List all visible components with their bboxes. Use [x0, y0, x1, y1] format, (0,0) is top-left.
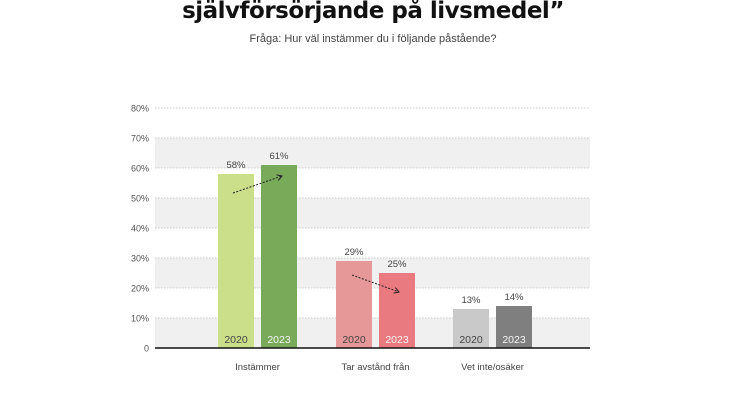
- bar-2023: [379, 273, 415, 348]
- bar-year-label: 2023: [385, 334, 409, 346]
- data-label: 29%: [344, 247, 364, 258]
- y-tick-label: 50%: [131, 194, 149, 204]
- data-label: 13%: [461, 295, 481, 306]
- y-tick-label: 70%: [131, 134, 149, 144]
- data-label: 14%: [504, 292, 524, 303]
- trend-arrow-up: [232, 176, 282, 194]
- bar-year-label: 2023: [502, 334, 526, 346]
- bar-year-label: 2020: [342, 334, 366, 346]
- chart-title: självförsörjande på livsmedel”: [182, 0, 564, 24]
- category-label: Tar avstånd från: [341, 362, 409, 373]
- y-tick-label: 30%: [131, 254, 149, 264]
- bar-2020: [453, 309, 489, 348]
- y-tick-label: 80%: [131, 104, 149, 114]
- bar-2023: [261, 165, 297, 348]
- bar-2020: [218, 174, 254, 348]
- y-tick-label: 40%: [131, 224, 149, 234]
- bar-year-label: 2020: [224, 334, 248, 346]
- trend-arrow-down: [351, 274, 399, 292]
- y-tick-label: 60%: [131, 164, 149, 174]
- category-label: Vet inte/osäker: [461, 362, 524, 373]
- grid-band: [155, 138, 590, 168]
- bar-year-label: 2023: [267, 334, 291, 346]
- y-tick-label: 0: [144, 344, 149, 354]
- data-label: 61%: [269, 151, 289, 162]
- bar-year-label: 2020: [459, 334, 483, 346]
- chart-subtitle: Fråga: Hur väl instämmer du i följande p…: [249, 33, 497, 45]
- y-tick-label: 20%: [131, 284, 149, 294]
- bar-2023: [496, 306, 532, 348]
- data-label: 58%: [226, 160, 246, 171]
- bar-2020: [336, 261, 372, 348]
- data-label: 25%: [387, 259, 407, 270]
- y-tick-label: 10%: [131, 314, 149, 324]
- category-label: Instämmer: [235, 362, 280, 373]
